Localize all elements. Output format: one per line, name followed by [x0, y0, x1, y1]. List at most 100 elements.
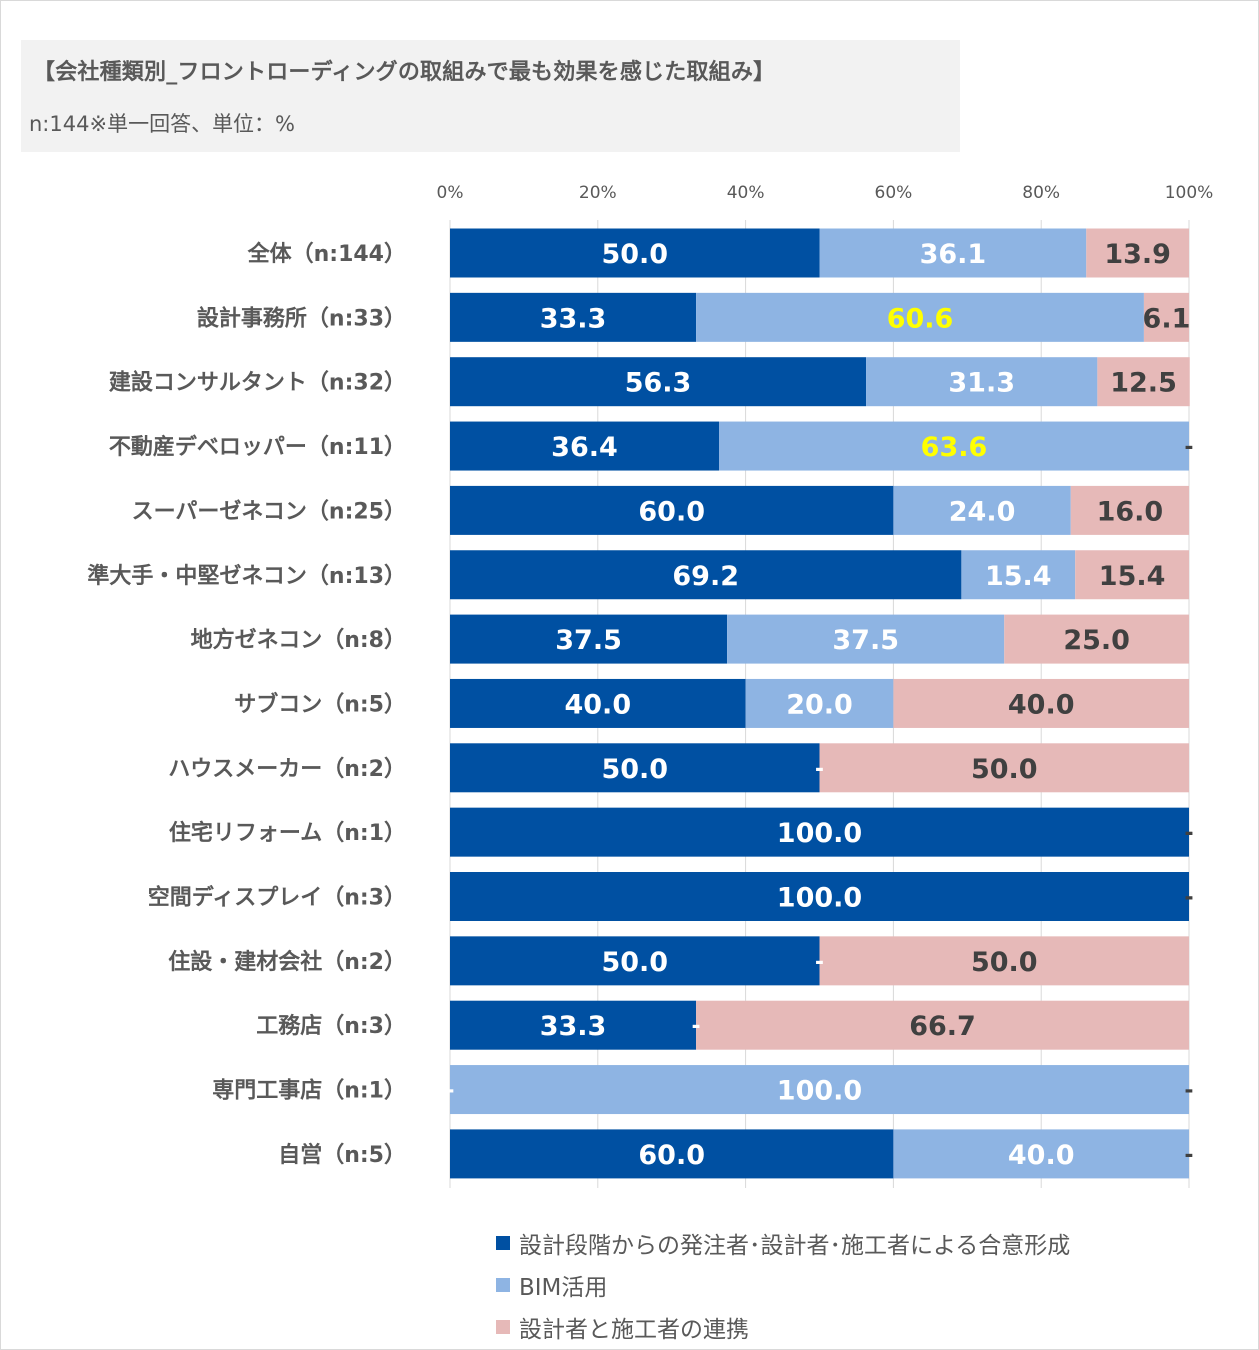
bar-segment: [893, 678, 1189, 728]
bar-segment: [450, 678, 746, 728]
category-label: 不動産デベロッパー（n:11）: [109, 434, 406, 460]
zero-data-label: -: [1184, 821, 1193, 846]
legend-swatch-consensus: [496, 1236, 510, 1250]
zero-data-label: -: [1184, 435, 1193, 460]
zero-data-label: -: [1184, 1079, 1193, 1104]
bar-segment: [819, 228, 1087, 278]
data-label: 50.0: [971, 947, 1038, 978]
bar-segment: [1143, 292, 1189, 342]
data-label: 33.3: [540, 1011, 607, 1042]
category-label: 準大手・中堅ゼネコン（n:13）: [87, 563, 406, 589]
bars: [450, 228, 1190, 1179]
data-label: 63.6: [921, 432, 988, 463]
chart-subtitle: n:144※単一回答、単位：%: [29, 112, 296, 136]
title-box: 【会社種類別_フロントローディングの取組みで最も効果を感じた取組み】 n:144…: [21, 40, 960, 152]
bar-segment: [1086, 228, 1189, 278]
legend: 設計段階からの発注者･設計者･施工者による合意形成 BIM活用 設計者と施工者の…: [496, 1222, 1070, 1348]
bar-segment: [450, 872, 1189, 921]
data-label: 50.0: [971, 754, 1038, 785]
legend-label: 設計段階からの発注者･設計者･施工者による合意形成: [519, 1233, 1071, 1259]
data-label: 33.3: [540, 303, 607, 334]
zero-data-label: -: [692, 1014, 701, 1039]
data-label: 40.0: [1008, 1140, 1075, 1171]
data-label: 60.0: [638, 1140, 705, 1171]
bar-segment: [1075, 550, 1189, 600]
zero-data-label: -: [445, 1079, 454, 1104]
data-label: 50.0: [601, 947, 668, 978]
x-tick-label: 0%: [437, 183, 464, 203]
bar-segment: [450, 614, 728, 664]
category-label: サブコン（n:5）: [234, 691, 406, 717]
bar-segment: [696, 292, 1144, 342]
category-label: 設計事務所（n:33）: [197, 305, 406, 331]
data-label: 6.1: [1143, 303, 1191, 334]
bar-segment: [893, 485, 1071, 535]
data-label: 40.0: [1008, 689, 1075, 720]
x-tick-label: 60%: [875, 183, 913, 203]
data-label: 50.0: [601, 239, 668, 270]
bar-segment: [718, 421, 1189, 471]
data-label: 60.6: [887, 303, 954, 334]
data-label: 37.5: [832, 625, 899, 656]
category-label: 空間ディスプレイ（n:3）: [148, 885, 406, 911]
bar-segment: [1004, 614, 1189, 664]
legend-item: BIM活用: [496, 1264, 1070, 1306]
category-label: 建設コンサルタント（n:32）: [109, 370, 406, 396]
x-tick-label: 80%: [1022, 183, 1060, 203]
zero-data-label: -: [815, 757, 824, 782]
category-label: 地方ゼネコン（n:8）: [191, 627, 406, 653]
bar-segment: [450, 1129, 894, 1179]
data-label: 69.2: [672, 561, 739, 592]
data-label: 37.5: [555, 625, 622, 656]
zero-data-label: -: [815, 950, 824, 975]
bar-segment: [1070, 485, 1189, 535]
category-label: ハウスメーカー（n:2）: [168, 757, 406, 782]
legend-item: 設計者と施工者の連携: [496, 1306, 1070, 1348]
data-label: 100.0: [777, 883, 862, 914]
data-label: 66.7: [909, 1011, 976, 1042]
legend-label: 設計者と施工者の連携: [519, 1317, 749, 1343]
bar-segment: [450, 550, 962, 600]
bar-segment: [450, 743, 820, 793]
bar-segment: [727, 614, 1005, 664]
data-label: 100.0: [777, 818, 862, 849]
data-label: 36.4: [551, 432, 618, 463]
zero-data-label: -: [1184, 886, 1193, 911]
data-label: 100.0: [777, 1076, 862, 1107]
zero-data-label: -: [1184, 821, 1193, 846]
data-label: 24.0: [949, 496, 1016, 527]
bar-segment: [893, 1129, 1189, 1179]
data-label: 13.9: [1104, 239, 1171, 270]
category-label: 自営（n:5）: [278, 1142, 406, 1168]
category-label: 住宅リフォーム（n:1）: [169, 820, 406, 846]
x-tick-label: 20%: [579, 183, 617, 203]
zero-data-label: -: [1184, 1143, 1193, 1168]
data-label: 50.0: [601, 754, 668, 785]
bar-segment: [450, 421, 719, 471]
bar-segment: [450, 1000, 697, 1050]
category-label: 全体（n:144）: [247, 241, 406, 267]
bar-segment: [961, 550, 1076, 600]
data-label: 20.0: [786, 689, 853, 720]
bar-segment: [866, 357, 1098, 407]
data-label: 15.4: [985, 561, 1052, 592]
zero-data-label: -: [1184, 886, 1193, 911]
data-label: 31.3: [948, 368, 1015, 399]
bar-segment: [450, 485, 894, 535]
data-labels: 50.0 36.1 13.9 33.3 60.6 6.1 56.3 31.3 12.5 36.4 6…: [445, 239, 1193, 1171]
chart-title: 【会社種類別_フロントローディングの取組みで最も効果を感じた取組み】: [33, 60, 776, 85]
bar-segment: [1097, 357, 1190, 407]
legend-swatch-collaboration: [496, 1320, 510, 1334]
data-label: 36.1: [920, 239, 987, 270]
bar-segment: [819, 936, 1189, 986]
category-labels: 全体（n:144） 設計事務所（n:33） 建設コンサルタント（n:32） 不動産デベ…: [87, 241, 406, 1168]
legend-item: 設計段階からの発注者･設計者･施工者による合意形成: [496, 1222, 1070, 1264]
x-axis-ticks: 0% 20% 40% 60% 80% 100%: [437, 183, 1214, 203]
bar-segment: [450, 1065, 1189, 1115]
data-label: 40.0: [564, 689, 631, 720]
x-tick-label: 40%: [727, 183, 765, 203]
data-label: 16.0: [1097, 496, 1164, 527]
bar-segment: [450, 292, 697, 342]
data-label: 15.4: [1099, 561, 1166, 592]
category-label: 専門工事店（n:1）: [212, 1078, 406, 1104]
